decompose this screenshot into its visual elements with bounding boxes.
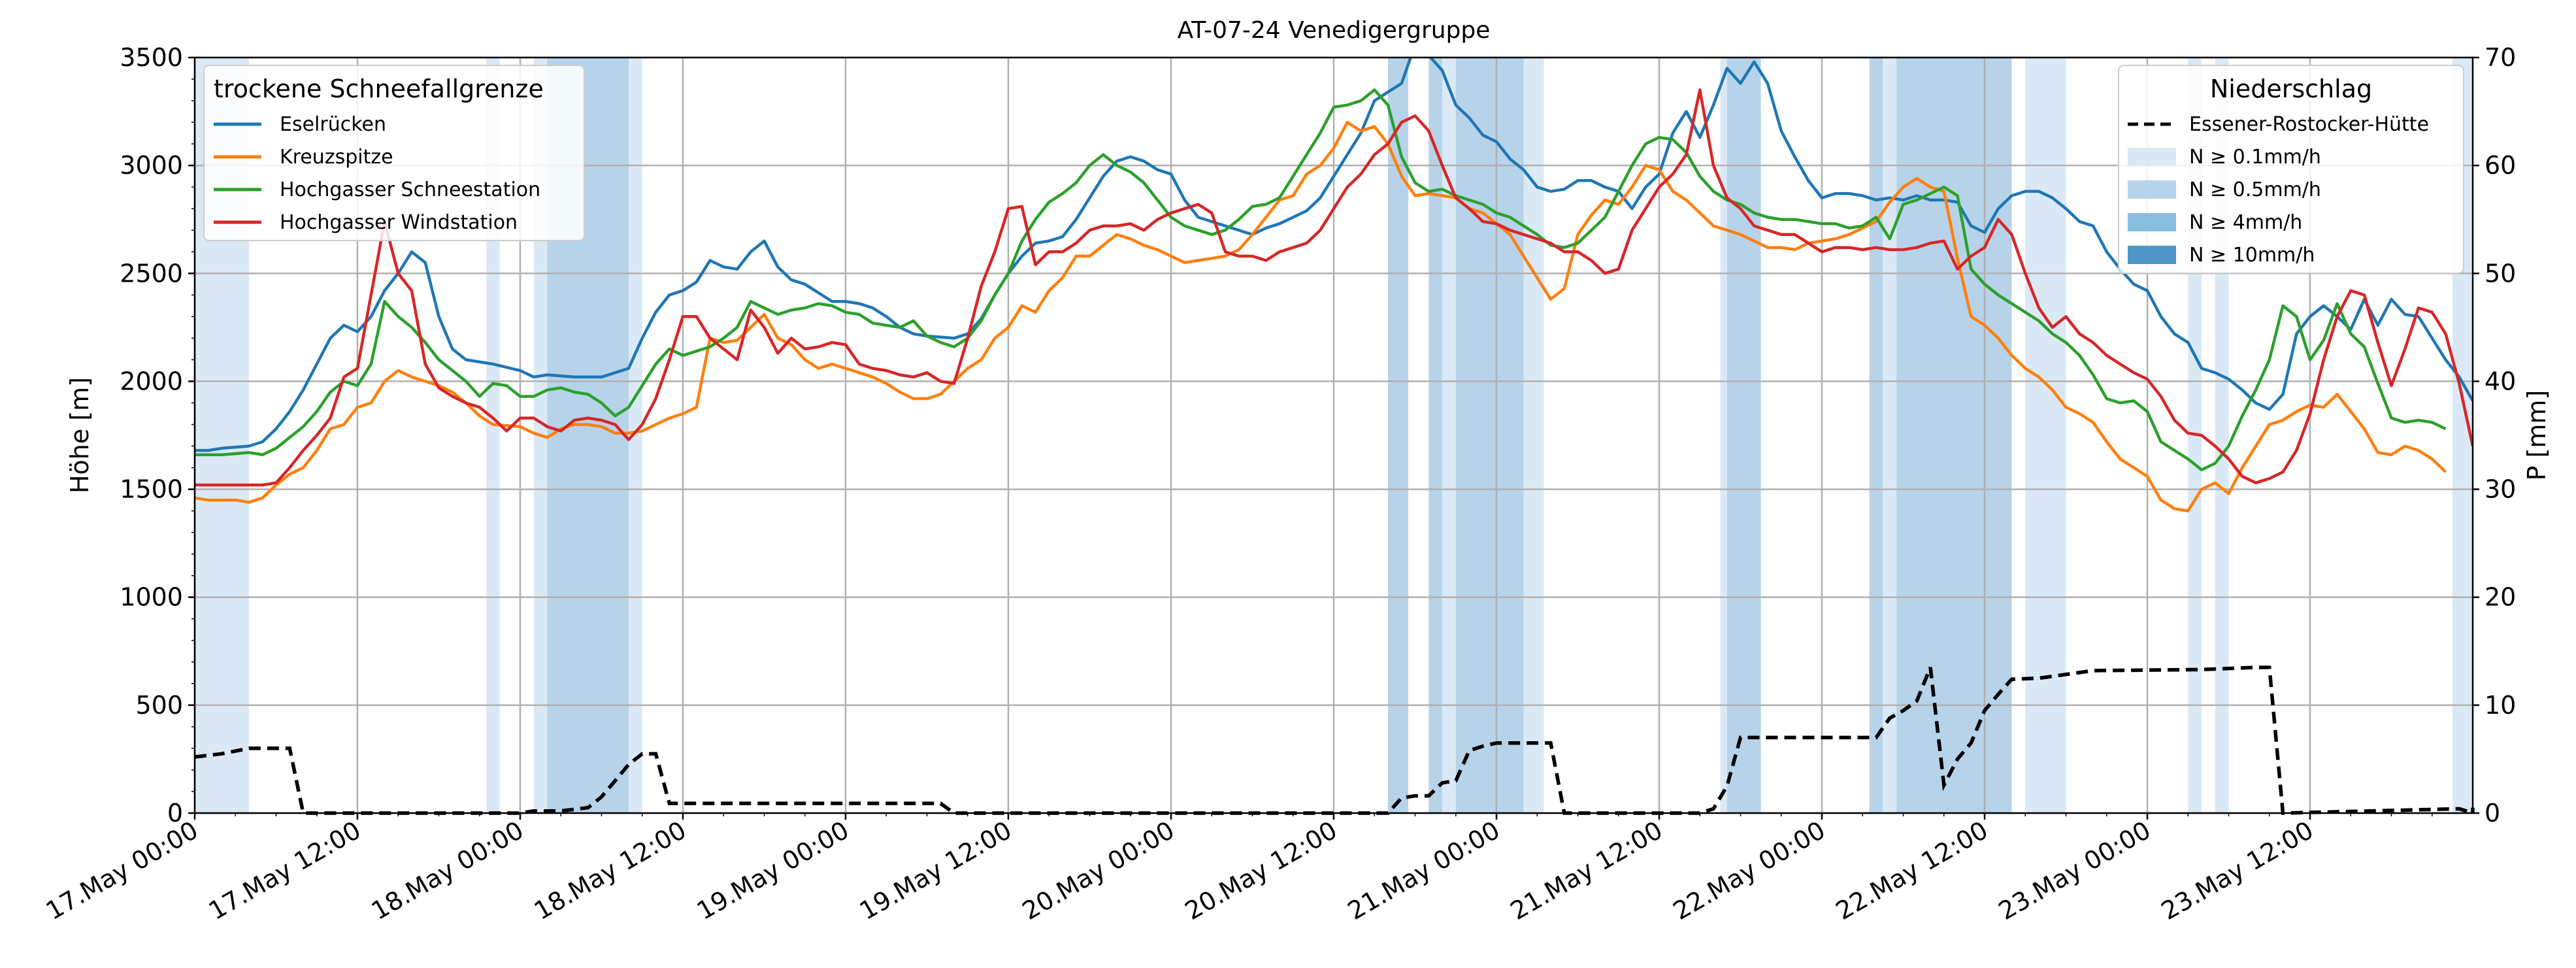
precip-band-8 [1455, 58, 1524, 813]
precip-band-9 [1523, 58, 1544, 813]
legend-precip-band-label-0: N ≥ 0.1mm/h [2189, 146, 2321, 169]
y-tick-label-right-6: 60 [2485, 151, 2516, 180]
precip-band-11 [1726, 58, 1761, 813]
precip-band-1 [486, 58, 500, 813]
chart-title: AT-07-24 Venedigergruppe [1178, 17, 1491, 44]
legend-precip-band-label-1: N ≥ 0.5mm/h [2189, 178, 2321, 201]
legend-precip-bands: N ≥ 0.1mm/h N ≥ 0.5mm/h N ≥ 4mm/h N ≥ 10mm/… [2128, 146, 2321, 267]
legend-precip-band-swatch-2 [2128, 213, 2176, 231]
precip-band-4 [629, 58, 642, 813]
y-tick-label-right-1: 10 [2485, 691, 2516, 720]
precip-band-13 [1883, 58, 1897, 813]
legend-snow-items: Eselrücken Kreuzspitze Hochgasser Schneest… [214, 113, 540, 234]
series-line-precip [194, 665, 2475, 816]
y-tick-label-left-6: 3000 [120, 151, 183, 180]
y-tick-label-left-1: 500 [135, 691, 183, 720]
y-axis-label-left: Höhe [m] [65, 377, 94, 493]
y-tick-label-left-7: 3500 [120, 43, 183, 72]
y-tick-label-left-4: 2000 [120, 367, 183, 395]
precip-band-7 [1442, 58, 1456, 813]
legend-precip-band-swatch-1 [2128, 180, 2176, 199]
legend-snow-title: trockene Schneefallgrenze [214, 75, 544, 103]
legend-snow-label-2: Hochgasser Schneestation [280, 178, 540, 201]
y-tick-label-left-5: 2500 [120, 259, 183, 288]
y-tick-label-right-4: 40 [2485, 367, 2516, 395]
precip-band-15 [2025, 58, 2066, 813]
series-line-1 [195, 120, 2447, 512]
precip-band-14 [1896, 58, 2012, 813]
y-tick-label-right-2: 20 [2485, 583, 2516, 612]
legend-precip: Niederschlag Essener-Rostocker-Hütte N ≥… [2118, 65, 2464, 274]
legend-precip-band-label-3: N ≥ 10mm/h [2189, 244, 2315, 267]
legend-snow-box [203, 65, 585, 241]
precip-band-10 [1720, 58, 1727, 813]
legend-snow-label-1: Kreuzspitze [280, 146, 393, 169]
legend-snow-label-0: Eselrücken [280, 113, 386, 136]
legend-precip-line-label: Essener-Rostocker-Hütte [2189, 113, 2429, 136]
series-line-3 [195, 88, 2473, 487]
y-tick-label-right-7: 70 [2485, 43, 2516, 72]
legend-snow-label-3: Hochgasser Windstation [280, 211, 518, 234]
legend-precip-title: Niederschlag [2210, 75, 2372, 103]
precip-line-group [194, 665, 2475, 816]
y-tick-label-left-0: 0 [167, 799, 183, 827]
y-tick-label-right-3: 30 [2485, 475, 2516, 504]
precip-band-6 [1428, 58, 1442, 813]
legend-precip-band-swatch-3 [2128, 246, 2176, 264]
y-axis-label-right: P [mm] [2522, 390, 2551, 481]
legend-precip-band-label-2: N ≥ 4mm/h [2189, 211, 2302, 234]
series-line-2 [195, 88, 2447, 472]
legend-precip-box [2118, 65, 2464, 274]
y-tick-label-left-3: 1500 [120, 475, 183, 504]
series-group [195, 58, 2473, 512]
y-tick-label-right-0: 0 [2485, 799, 2500, 827]
legend-snow: trockene Schneefallgrenze Eselrücken Kreu… [203, 65, 585, 241]
legend-precip-band-swatch-0 [2128, 148, 2176, 166]
y-tick-label-right-5: 50 [2485, 259, 2516, 288]
y-tick-label-left-2: 1000 [120, 583, 183, 612]
precip-band-12 [1869, 58, 1883, 813]
